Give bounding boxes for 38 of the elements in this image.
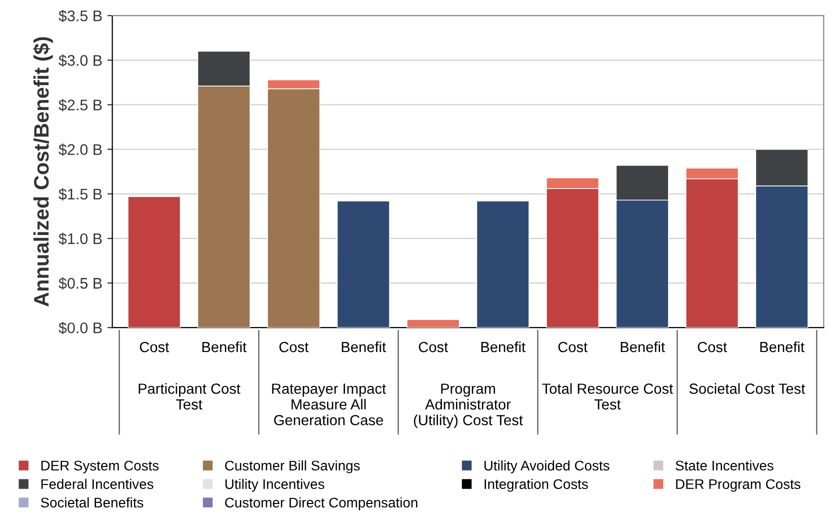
bar bbox=[476, 200, 530, 328]
y-axis-title: Annualized Cost/Benefit ($) bbox=[33, 37, 53, 306]
x-tick-label: Benefit bbox=[481, 341, 526, 352]
x-tick-label: Cost bbox=[140, 342, 170, 352]
bar bbox=[336, 200, 390, 328]
x-tick-label: Benefit bbox=[342, 341, 386, 352]
y-tick-label: $2.5 B bbox=[58, 98, 102, 112]
legend-label: Customer Bill Savings bbox=[225, 460, 360, 474]
text: Ratepayer Impact Measure All Generation Case bbox=[272, 384, 386, 426]
text: Participant Cost Test bbox=[138, 383, 240, 410]
legend-label: State Incentives bbox=[676, 460, 774, 471]
x-tick-label: Benefit bbox=[202, 341, 246, 352]
legend-label: Federal Incentives bbox=[41, 478, 154, 490]
x-tick-label: Benefit bbox=[620, 341, 665, 352]
text: Societal Cost Test bbox=[689, 383, 806, 394]
text: Total Resource Cost Test bbox=[542, 383, 674, 410]
legend-label: Customer Direct Compensation bbox=[225, 497, 418, 510]
legend-label: DER Program Costs bbox=[676, 479, 800, 492]
y-tick-label: $2.0 B bbox=[58, 144, 102, 156]
y-tick-label: $0.5 B bbox=[58, 277, 102, 290]
legend-label: DER System Costs bbox=[41, 460, 159, 474]
bar bbox=[406, 319, 460, 328]
x-tick-label: Cost bbox=[418, 342, 448, 352]
text: Program Administrator (Utility) Cost Test bbox=[414, 384, 523, 428]
legend-label: Societal Benefits bbox=[40, 497, 144, 508]
x-tick-label: Cost bbox=[279, 342, 309, 352]
x-tick-label: Cost bbox=[698, 342, 727, 352]
legend-label: Utility Avoided Costs bbox=[484, 460, 610, 474]
y-tick-label: $1.0 B bbox=[58, 232, 102, 246]
legend-label: Utility Incentives bbox=[225, 478, 324, 492]
x-tick-label: Cost bbox=[558, 342, 588, 352]
x-tick-label: Benefit bbox=[760, 341, 804, 352]
bar bbox=[128, 196, 181, 328]
legend-label: Integration Costs bbox=[484, 478, 588, 492]
y-tick-label: $3.0 B bbox=[58, 54, 102, 67]
y-tick-label: $0.0 B bbox=[58, 322, 102, 334]
y-tick-label: $3.5 B bbox=[58, 10, 102, 22]
y-tick-label: $1.5 B bbox=[58, 188, 102, 200]
